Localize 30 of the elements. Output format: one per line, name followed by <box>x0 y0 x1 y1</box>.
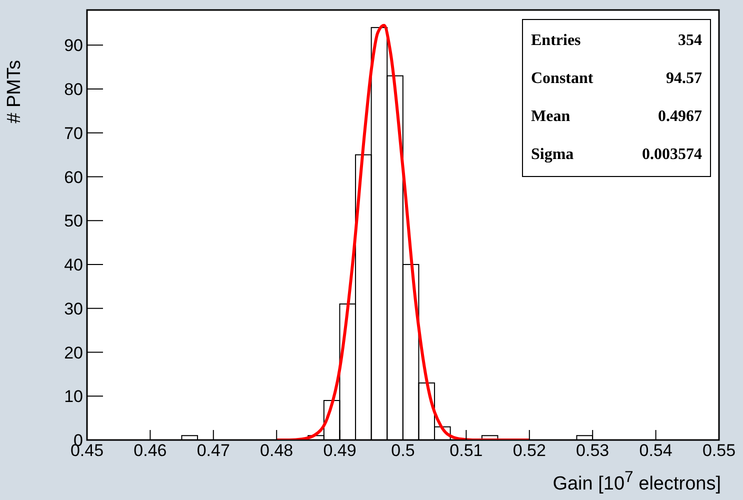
annotation: 0.003574 <box>642 146 702 164</box>
y-tick-label: 10 <box>64 387 83 406</box>
annotation: Sigma <box>531 146 574 164</box>
x-tick-label: 0.51 <box>450 441 483 460</box>
x-tick-label: 0.5 <box>391 441 415 460</box>
y-tick-label: 70 <box>64 124 83 143</box>
x-tick-label: 0.54 <box>639 441 672 460</box>
x-tick-label: 0.49 <box>323 441 356 460</box>
x-tick-label: 0.46 <box>134 441 167 460</box>
x-tick-label: 0.47 <box>196 441 230 460</box>
line-series <box>275 24 531 440</box>
y-tick-label: 60 <box>64 168 83 187</box>
y-axis-title: # PMTs <box>4 60 26 124</box>
x-tick-label: 0.55 <box>702 441 736 460</box>
y-tick-label: 80 <box>64 80 83 100</box>
annotation: Constant <box>531 70 594 88</box>
y-tick-label: 30 <box>64 299 83 318</box>
y-tick-label: 50 <box>64 212 83 231</box>
x-axis-title: Gain [10$^{7}$ electrons] <box>552 469 721 496</box>
annotation: Mean <box>531 108 570 126</box>
y-tick-label: 40 <box>64 256 83 275</box>
x-tick-label: 0.48 <box>260 441 294 460</box>
annotation: 94.57 <box>666 70 702 88</box>
annotation: 354 <box>678 32 702 50</box>
annotation: 0.4967 <box>658 108 702 126</box>
y-tick-label: 90 <box>64 36 83 56</box>
x-tick-label: 0.52 <box>512 441 546 460</box>
annotation: Entries <box>531 32 581 50</box>
x-tick-label: 0.53 <box>576 441 610 460</box>
y-tick-label: 20 <box>64 343 83 362</box>
